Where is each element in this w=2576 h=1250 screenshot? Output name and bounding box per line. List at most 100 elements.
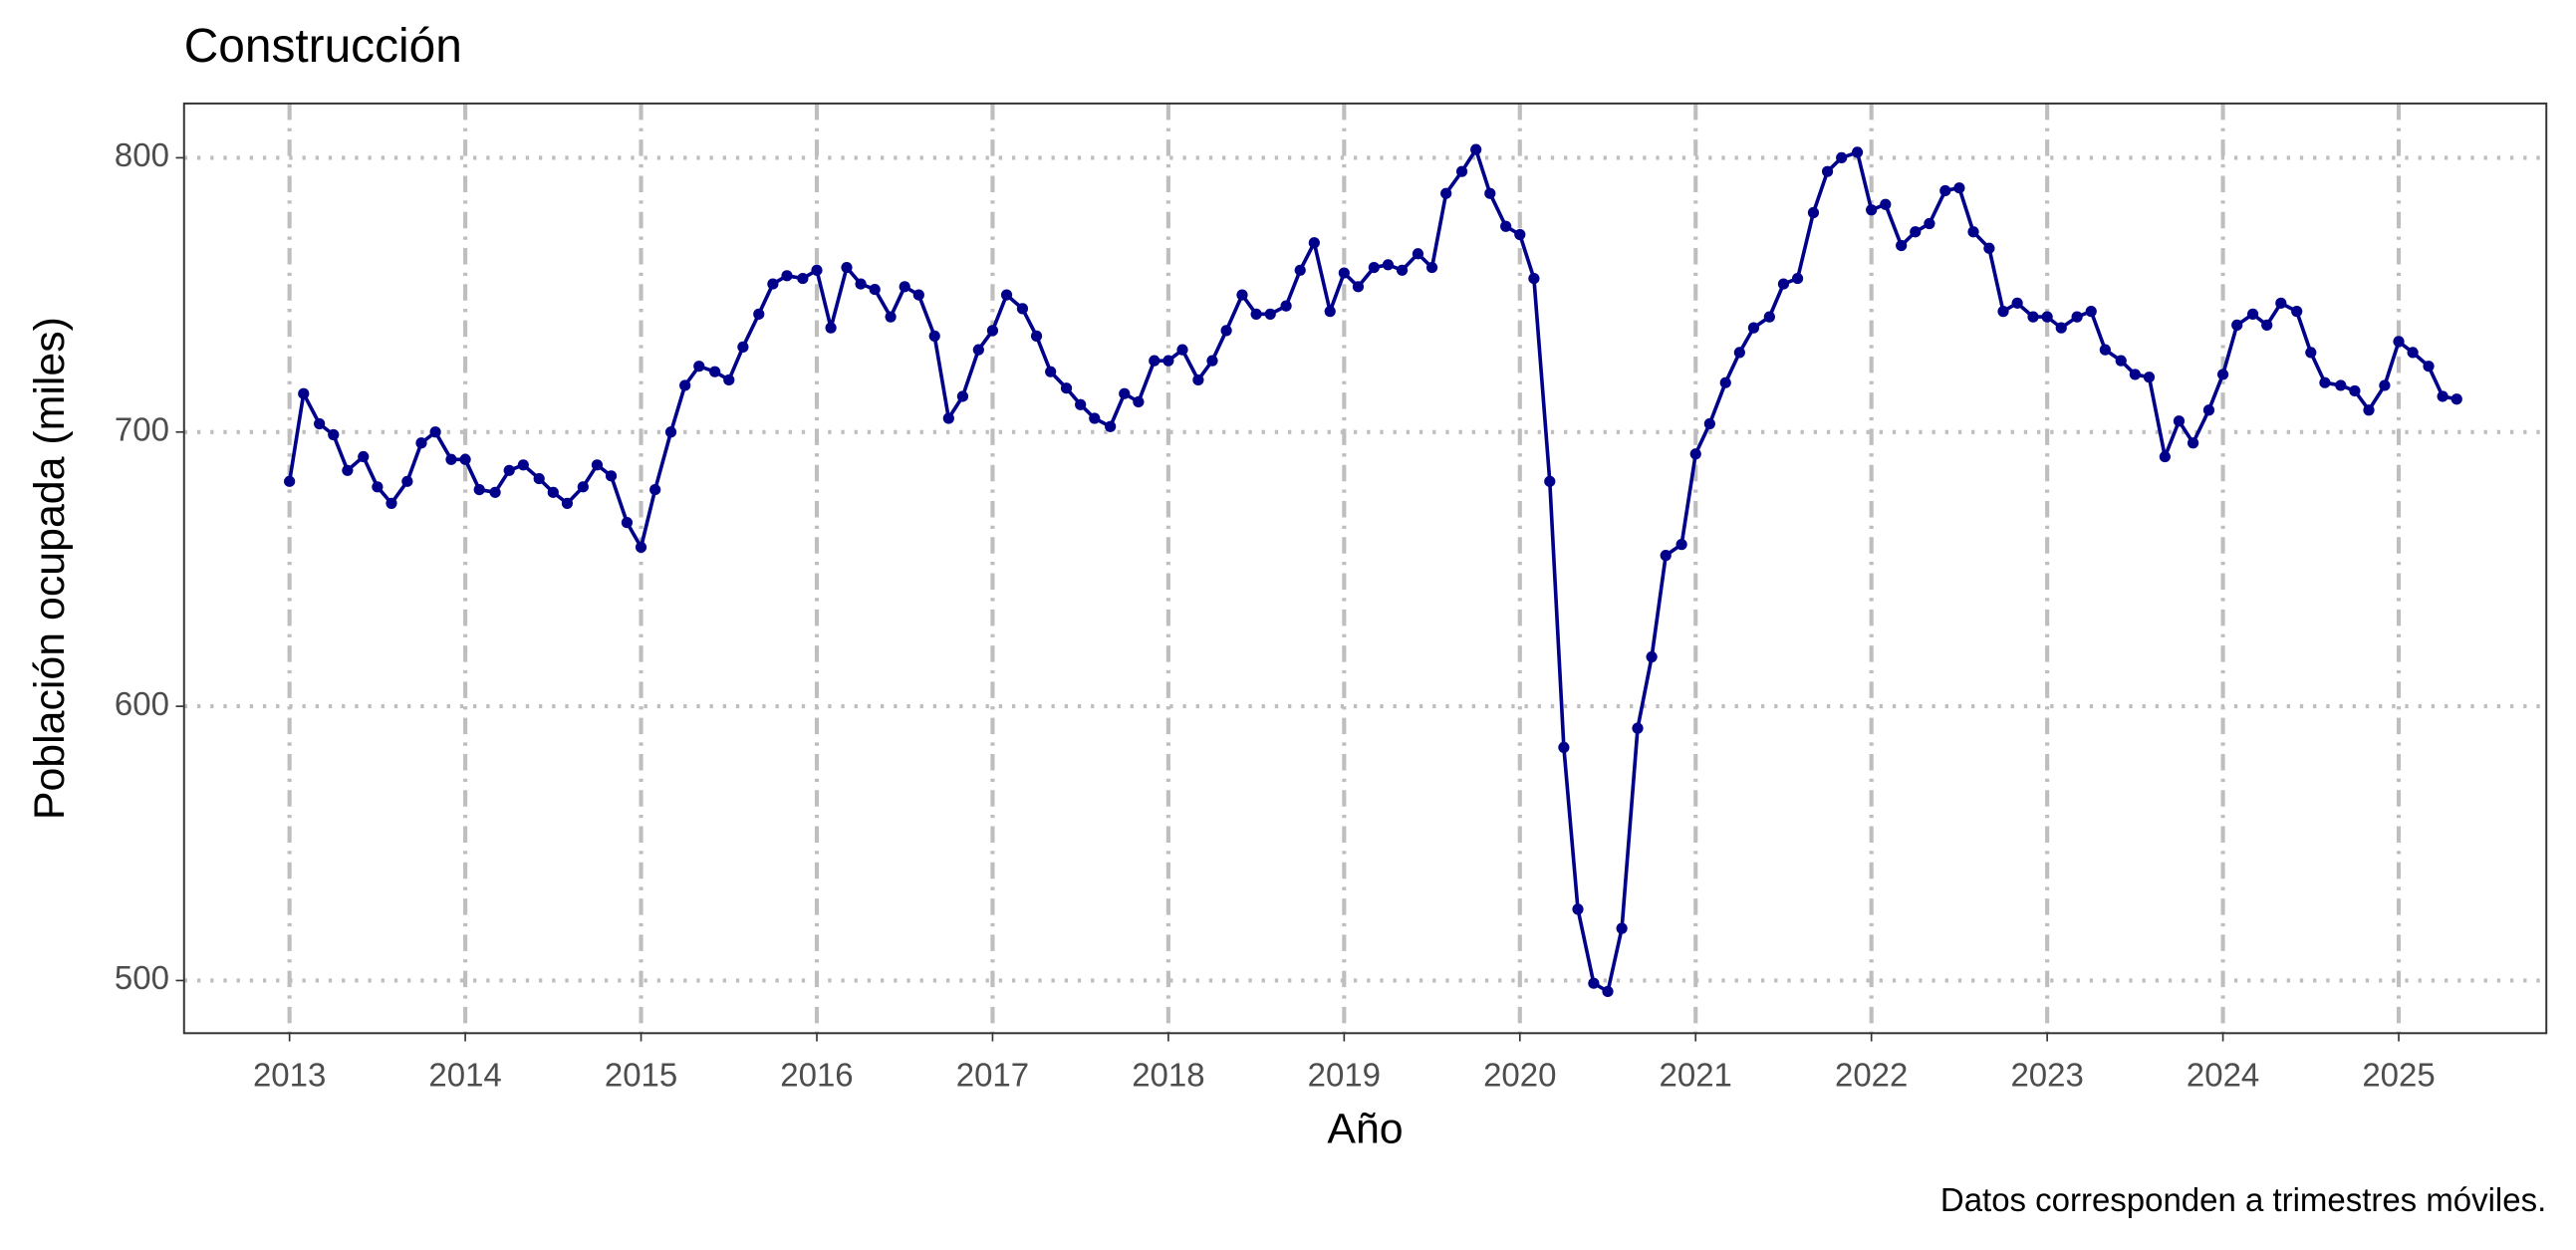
data-point [1983,242,1995,254]
data-point [1588,977,1600,989]
data-point [591,459,604,471]
data-point [1470,143,1482,155]
x-tick-label: 2020 [1483,1057,1556,1094]
data-point [1030,330,1043,342]
data-point [2291,305,2303,318]
data-point [2115,355,2127,367]
data-point [1602,985,1614,998]
data-point [1514,228,1526,241]
x-tick-label: 2016 [780,1057,853,1094]
data-point [1206,355,1218,367]
data-point [2450,393,2462,405]
x-tick-label: 2019 [1308,1057,1381,1094]
data-point [1719,376,1731,388]
data-point [1294,264,1306,276]
data-point [621,517,634,529]
data-point [709,366,721,377]
data-point [1338,267,1350,279]
x-tick-label: 2023 [2010,1057,2083,1094]
panel-border [182,102,2548,1035]
data-point [2261,319,2273,331]
series-line [287,147,2457,994]
data-point [811,264,823,276]
y-tick-label: 800 [115,136,169,173]
x-tick-label: 2018 [1132,1057,1204,1094]
data-point [2246,308,2259,320]
data-point [2041,311,2053,323]
data-point [1119,387,1131,399]
data-point [1967,226,1979,238]
data-point [1807,206,1820,219]
data-point [1000,289,1013,301]
data-point [1220,325,1232,337]
data-point [1821,165,1834,177]
x-tick-label: 2017 [956,1057,1029,1094]
data-point [2305,347,2317,359]
data-point [284,475,296,487]
data-point [781,270,793,282]
caption: Datos corresponden a trimestres móviles. [1940,1181,2546,1218]
data-point [1763,311,1775,323]
data-point [2275,297,2287,309]
data-point [1939,184,1951,197]
data-point [1660,550,1672,562]
y-tick-label: 700 [115,410,169,447]
grid: 500 600 700 800 2013 2014 2015 2016 2017 2018 2019… [115,103,2547,1094]
chart-title: Construcción [184,20,462,73]
y-tick-label: 600 [115,685,169,722]
data-point [2437,390,2448,402]
data-point [1880,198,1892,210]
y-axis-label: Población ocupada (miles) [26,317,74,820]
x-axis-label: Año [1327,1106,1403,1153]
data-point [415,437,427,449]
data-point [386,497,397,509]
data-point [869,283,881,296]
data-point [1440,187,1452,199]
data-point [1953,182,1965,194]
x-tick-label: 2013 [253,1057,326,1094]
data-point [1060,382,1073,394]
data-point [1045,366,1057,377]
data-point [1176,344,1188,356]
data-point [2143,372,2156,383]
data-point [737,341,749,354]
data-point [1133,395,1145,408]
data-point [1896,239,1908,252]
data-point [1777,278,1790,290]
data-point [1632,722,1644,734]
x-tick-label: 2022 [1835,1057,1908,1094]
y-tick-label: 500 [115,959,169,996]
data-point [459,453,471,465]
data-point [912,289,924,301]
data-point [1149,355,1160,367]
data-point [473,483,485,496]
data-point [1396,264,1409,276]
data-point [2407,347,2419,359]
data-point [2349,384,2361,397]
data-point [942,412,954,424]
data-point [298,387,310,399]
data-point [885,311,897,323]
data-point [1910,226,1922,238]
data-point [986,325,999,337]
data-point [2319,376,2331,388]
data-point [956,390,969,402]
data-point [503,464,515,476]
data-point [1791,272,1804,285]
data-point [2159,450,2171,463]
data-point [2379,379,2391,391]
data-point [1675,539,1687,551]
data-point [1236,289,1248,301]
data-point [1192,374,1204,386]
data-point [767,278,779,290]
data-point [1264,308,1276,320]
data-point [489,486,501,498]
data-point [1997,305,2009,318]
data-point [2363,404,2375,416]
data-point [1162,355,1174,367]
data-point [1352,281,1365,293]
data-point [605,470,618,482]
data-point [547,486,559,498]
